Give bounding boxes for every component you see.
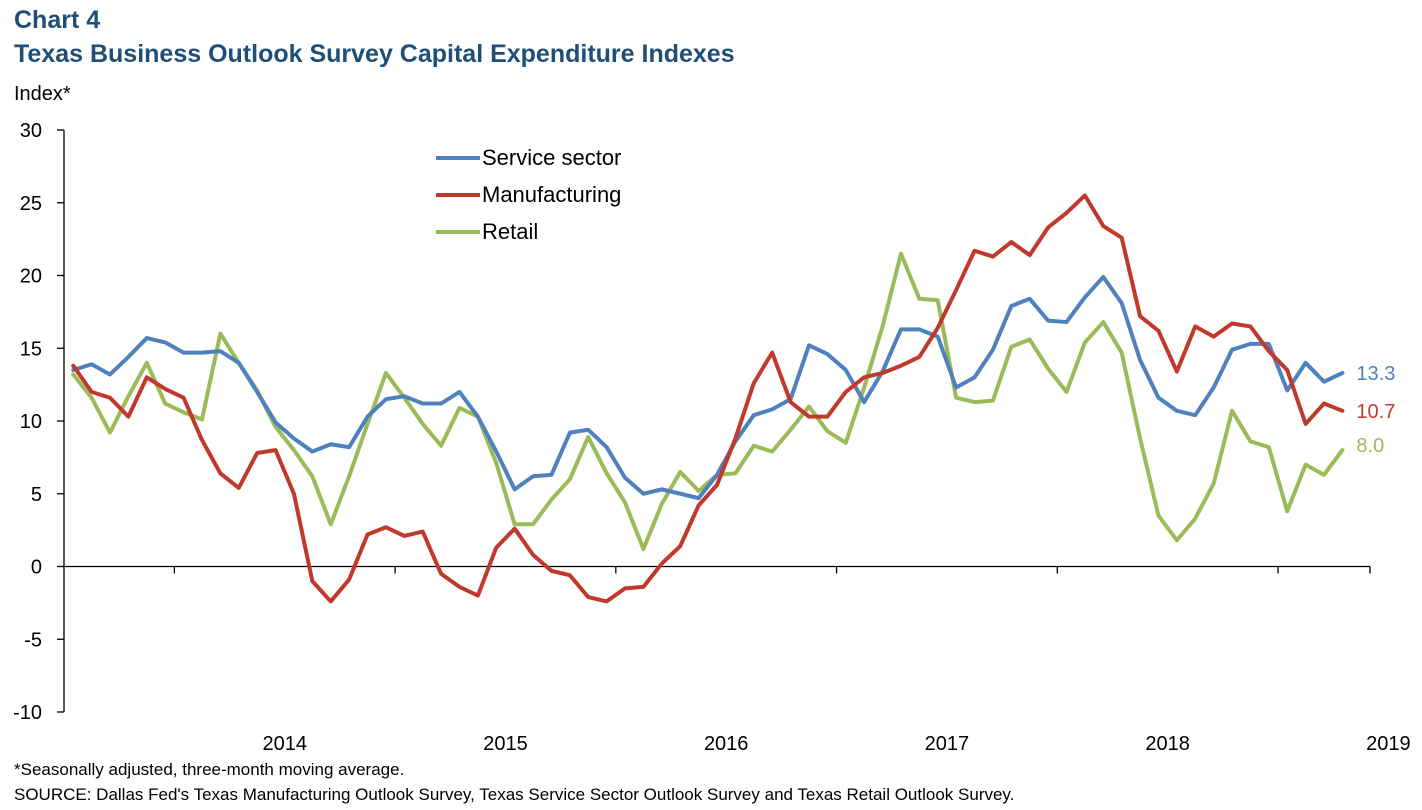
y-tick-label: 15 bbox=[20, 338, 42, 360]
y-tick-label: 30 bbox=[20, 120, 42, 142]
x-tick-label: 2018 bbox=[1145, 733, 1190, 755]
chart-title: Texas Business Outlook Survey Capital Ex… bbox=[14, 40, 735, 68]
y-tick-label: 10 bbox=[20, 411, 42, 433]
series-line-manufacturing bbox=[71, 193, 1345, 604]
end-labels: 13.3 10.7 8.0 bbox=[1356, 363, 1395, 457]
source-note: SOURCE: Dallas Fed's Texas Manufacturing… bbox=[14, 785, 1015, 804]
series-line-retail bbox=[71, 251, 1345, 552]
series-line-service-sector bbox=[71, 274, 1345, 501]
end-value-label: 8.0 bbox=[1356, 435, 1384, 457]
x-tick-label: 2014 bbox=[262, 733, 307, 755]
footnote: *Seasonally adjusted, three-month moving… bbox=[14, 760, 405, 779]
end-value-label: 10.7 bbox=[1356, 401, 1395, 423]
legend: Service sector Manufacturing Retail bbox=[436, 145, 621, 244]
y-tick-label: 20 bbox=[20, 266, 42, 288]
y-axis-label: Index* bbox=[14, 83, 71, 105]
y-tick-label: 5 bbox=[31, 484, 42, 506]
chart-number: Chart 4 bbox=[14, 6, 101, 34]
x-tick-label: 2016 bbox=[704, 733, 749, 755]
x-tick-label: 2017 bbox=[925, 733, 970, 755]
x-tick-label: 2019 bbox=[1366, 733, 1411, 755]
x-tick-label: 2015 bbox=[483, 733, 528, 755]
series-lines bbox=[71, 193, 1345, 604]
y-tick-label: -10 bbox=[13, 702, 42, 724]
legend-label: Retail bbox=[482, 219, 538, 244]
end-value-label: 13.3 bbox=[1356, 363, 1395, 385]
legend-label: Service sector bbox=[482, 145, 621, 170]
y-tick-label: 25 bbox=[20, 193, 42, 215]
y-tick-label: -5 bbox=[24, 629, 42, 651]
legend-label: Manufacturing bbox=[482, 182, 621, 207]
y-tick-label: 0 bbox=[31, 557, 42, 579]
